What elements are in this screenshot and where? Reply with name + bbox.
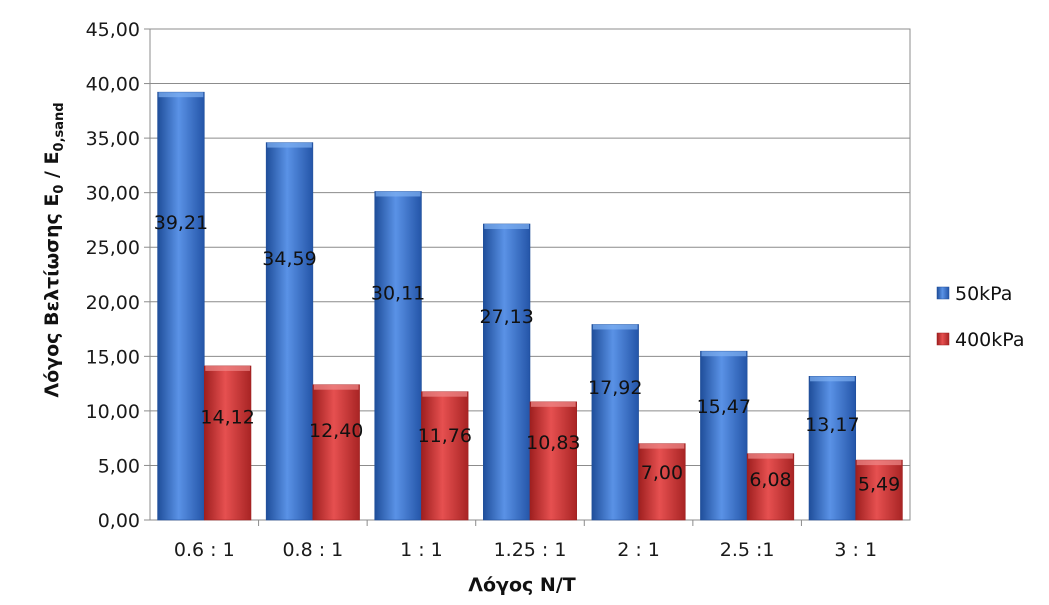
x-tick-label: 1.25 : 1 xyxy=(494,539,567,561)
bar-50kpa xyxy=(374,191,422,521)
x-tick-label: 0.6 : 1 xyxy=(174,539,235,561)
bar-cap-400kpa xyxy=(422,391,468,397)
legend-label-400kpa: 400kPa xyxy=(955,329,1025,351)
legend: 50kPa 400kPa xyxy=(936,283,1025,351)
x-axis-title: Λόγος N/T xyxy=(468,574,575,596)
data-label-50kpa: 27,13 xyxy=(479,306,533,328)
bar-50kpa xyxy=(157,91,205,521)
bar-400kpa xyxy=(203,365,252,521)
bar-cap-400kpa xyxy=(531,401,576,407)
y-axis-title-main: Λόγος Βελτίωσης E xyxy=(41,194,63,398)
data-label-50kpa: 17,92 xyxy=(588,377,642,399)
data-labels: 39,21 14,12 34,59 12,40 30,11 11,76 27,13 10,83… xyxy=(154,212,900,495)
data-label-50kpa: 39,21 xyxy=(154,212,208,234)
data-label-400kpa: 7,00 xyxy=(641,462,683,484)
y-axis-title-sub1: 0 xyxy=(52,185,67,194)
data-label-400kpa: 12,40 xyxy=(309,420,363,442)
legend-swatch-50kpa xyxy=(936,286,950,300)
bars xyxy=(157,91,903,521)
data-label-50kpa: 34,59 xyxy=(262,248,316,270)
bar-50kpa xyxy=(483,223,531,521)
y-axis-title-mid: / E xyxy=(41,151,63,184)
bar-50kpa xyxy=(265,142,314,521)
data-label-400kpa: 14,12 xyxy=(200,407,254,429)
bar-cap-50kpa xyxy=(375,191,421,197)
data-label-400kpa: 11,76 xyxy=(418,425,472,447)
bar-cap-50kpa xyxy=(592,324,638,330)
y-tick-labels: 0,00 5,00 10,00 15,00 20,00 25,00 30,00 35,00 40… xyxy=(86,19,150,532)
bar-50kpa xyxy=(591,324,639,521)
data-label-400kpa: 5,49 xyxy=(858,473,900,495)
y-tick-label: 25,00 xyxy=(86,237,140,259)
x-tick-label: 1 : 1 xyxy=(400,539,443,561)
data-label-50kpa: 30,11 xyxy=(371,283,425,305)
bar-cap-50kpa xyxy=(810,376,855,382)
bar-cap-50kpa xyxy=(158,92,204,98)
x-tick-label: 3 : 1 xyxy=(834,539,877,561)
data-label-50kpa: 13,17 xyxy=(805,414,859,436)
y-tick-label: 15,00 xyxy=(86,346,140,368)
legend-swatch-400kpa xyxy=(936,332,950,346)
bar-cap-400kpa xyxy=(313,384,359,390)
bar-cap-50kpa xyxy=(701,351,747,357)
y-tick-label: 5,00 xyxy=(98,455,140,477)
bar-cap-50kpa xyxy=(267,142,312,148)
y-tick-label: 10,00 xyxy=(86,401,140,423)
bar-50kpa xyxy=(808,376,857,521)
data-label-50kpa: 15,47 xyxy=(697,396,751,418)
bar-400kpa xyxy=(855,459,903,521)
data-label-400kpa: 6,08 xyxy=(749,469,791,491)
y-tick-label: 0,00 xyxy=(98,510,140,532)
x-tick-labels: 0.6 : 1 0.8 : 1 1 : 1 1.25 : 1 2 : 1 2.5 :1 3 … xyxy=(174,520,877,561)
y-tick-label: 45,00 xyxy=(86,19,140,41)
y-tick-label: 35,00 xyxy=(86,128,140,150)
x-tick-label: 2.5 :1 xyxy=(720,539,775,561)
bar-cap-400kpa xyxy=(748,453,793,459)
bar-400kpa xyxy=(312,384,360,521)
bar-400kpa xyxy=(746,453,795,521)
bar-400kpa xyxy=(421,391,469,521)
bar-50kpa xyxy=(700,350,748,521)
data-label-400kpa: 10,83 xyxy=(526,432,580,454)
bar-cap-400kpa xyxy=(205,365,250,371)
legend-label-50kpa: 50kPa xyxy=(955,283,1012,305)
x-tick-label: 0.8 : 1 xyxy=(282,539,343,561)
bar-cap-50kpa xyxy=(484,223,529,229)
y-tick-label: 20,00 xyxy=(86,292,140,314)
y-axis-title: Λόγος Βελτίωσης E0 / E0,sand xyxy=(41,102,67,397)
bar-cap-400kpa xyxy=(856,460,902,466)
y-axis-title-sub2: 0,sand xyxy=(52,102,67,151)
bar-400kpa xyxy=(529,401,577,521)
y-tick-label: 40,00 xyxy=(86,74,140,96)
y-tick-label: 30,00 xyxy=(86,183,140,205)
bar-cap-400kpa xyxy=(639,443,685,449)
x-tick-label: 2 : 1 xyxy=(617,539,660,561)
